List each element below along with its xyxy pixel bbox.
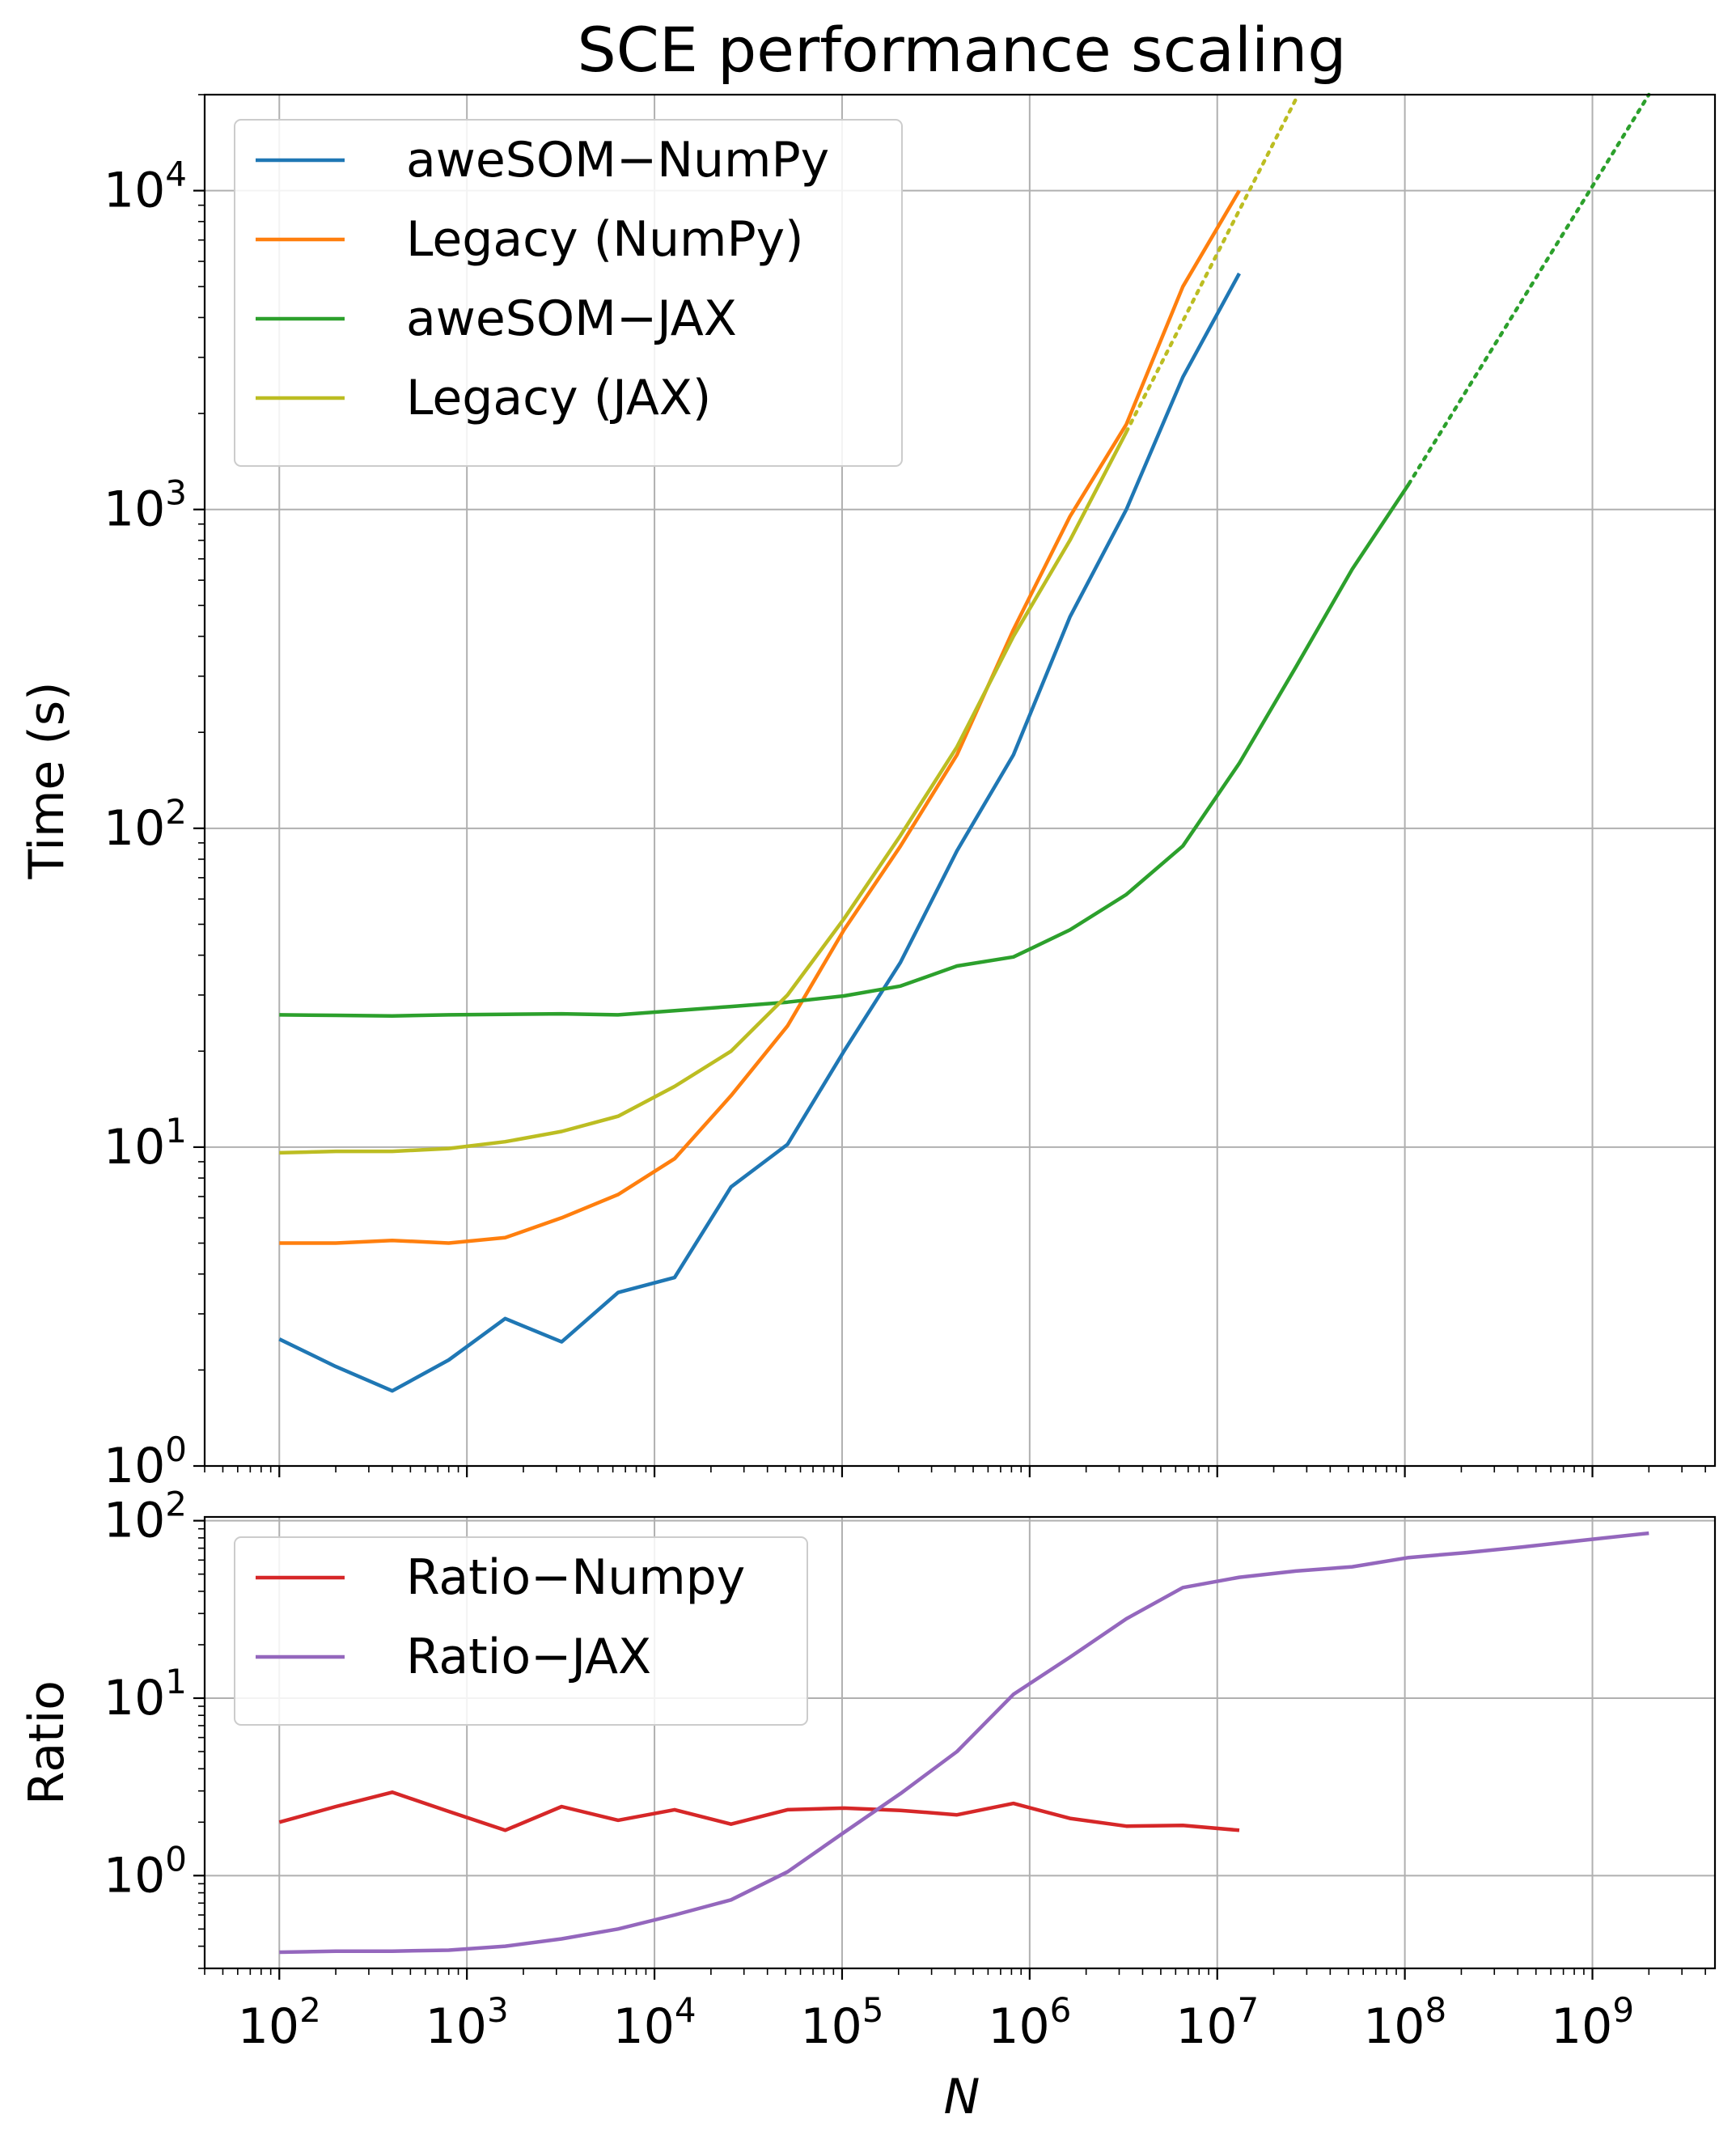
y-tick-label: 102 — [104, 1485, 187, 1549]
y-tick-label: 101 — [104, 1111, 187, 1176]
time-axes-frame — [203, 93, 1717, 1468]
legend-label: Ratio−Numpy — [406, 1549, 745, 1606]
x-tick-label: 109 — [1551, 1990, 1634, 2055]
x-tick-label: 104 — [613, 1990, 697, 2055]
y-tick-label: 102 — [104, 792, 187, 857]
ratio-legend: Ratio−Numpy Ratio−JAX — [234, 1536, 808, 1726]
y-tick-label: 103 — [104, 473, 187, 538]
legend-label: aweSOM−NumPy — [406, 132, 829, 189]
series-line-0 — [278, 272, 1241, 1393]
series-line-0 — [278, 1790, 1240, 1832]
series-line-1 — [279, 189, 1241, 1245]
legend-box — [234, 1536, 808, 1726]
x-tick-label: 106 — [988, 1990, 1071, 2055]
time-axis-ticks: 100 101 102 103 104 — [104, 94, 1706, 1494]
time-panel: SCE performance scaling 100101102103104 … — [19, 14, 1717, 1494]
ratio-axis-ticks: 102 103 104 105 106 107 108 109 100 101 102 — [104, 1485, 1706, 2055]
series-line-2 — [279, 483, 1411, 1018]
legend-label: Legacy (JAX) — [406, 370, 711, 426]
series-line-1 — [279, 1531, 1649, 1955]
x-tick-label: 108 — [1363, 1990, 1446, 2055]
x-tick-label: 102 — [238, 1990, 321, 2055]
ratio-series-lines — [278, 1531, 1649, 1955]
legend-box — [234, 119, 903, 467]
y-tick-label: 100 — [104, 1430, 187, 1494]
x-tick-label: 103 — [426, 1990, 509, 2055]
time-legend: aweSOM−NumPy Legacy (NumPy) aweSOM−JAX Lega… — [234, 119, 903, 467]
time-series-lines — [278, 92, 1651, 1393]
ratio-y-axis-label: Ratio — [19, 1680, 75, 1805]
time-y-axis-label: Time (s) — [19, 682, 75, 880]
chart-title: SCE performance scaling — [578, 14, 1347, 86]
y-tick-label: 100 — [104, 1839, 187, 1904]
y-tick-label: 104 — [104, 155, 187, 219]
legend-label: aweSOM−JAX — [406, 290, 737, 347]
x-axis-label: N — [944, 2069, 980, 2125]
extrapolation-line-0 — [1124, 92, 1301, 434]
legend-label: Ratio−JAX — [406, 1629, 651, 1685]
extrapolation-line-1 — [1407, 92, 1651, 486]
x-tick-label: 107 — [1175, 1990, 1259, 2055]
y-tick-label: 101 — [104, 1662, 187, 1726]
x-tick-label: 105 — [800, 1990, 883, 2055]
ratio-axes-frame — [203, 1515, 1717, 1970]
series-line-3 — [279, 430, 1128, 1155]
legend-label: Legacy (NumPy) — [406, 211, 804, 268]
